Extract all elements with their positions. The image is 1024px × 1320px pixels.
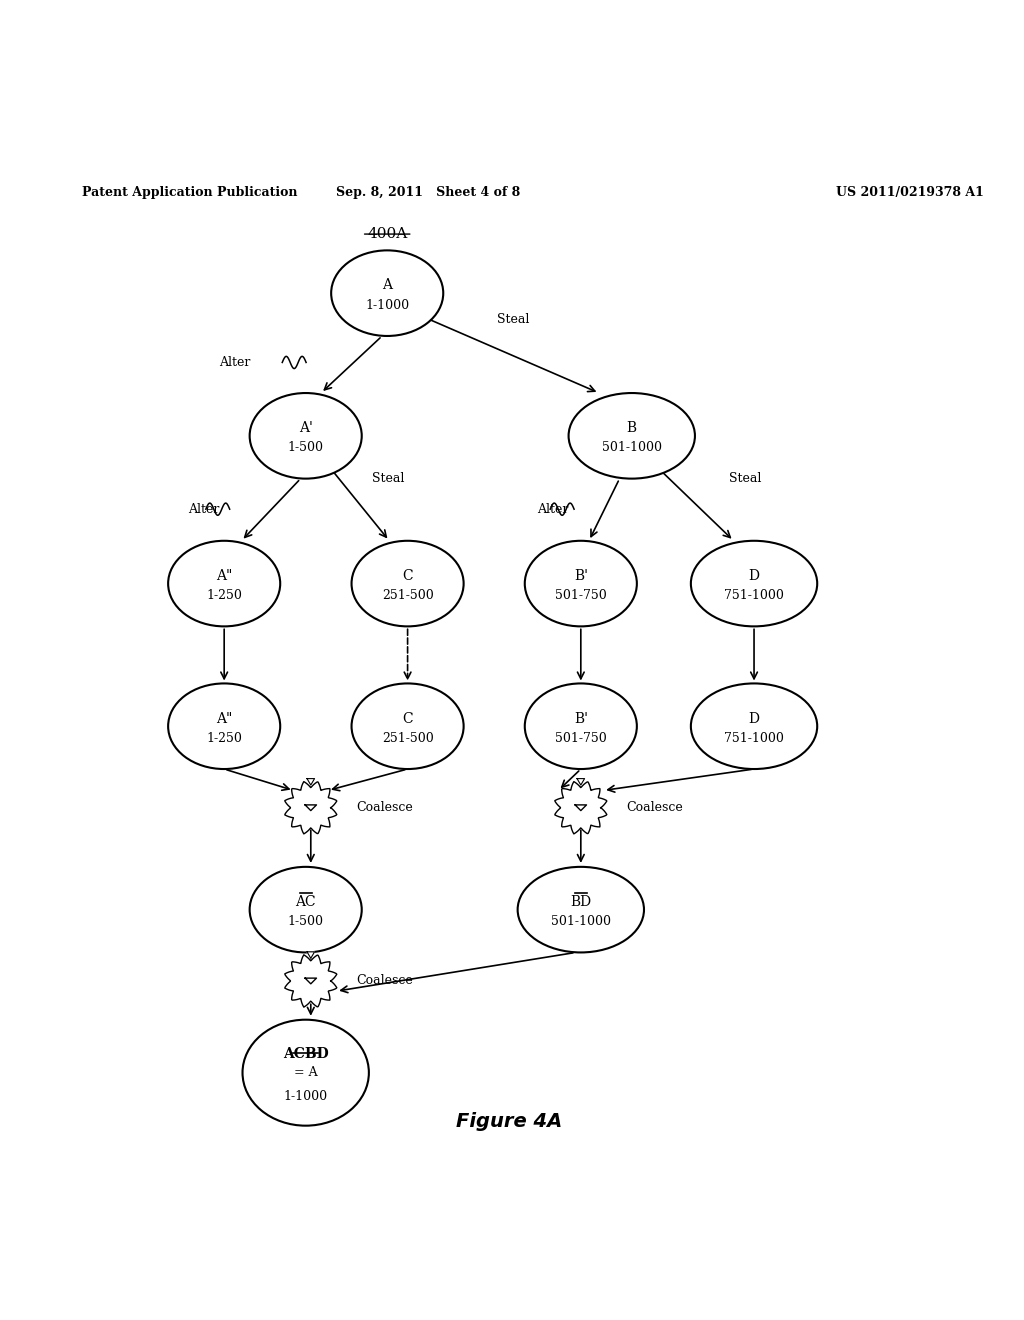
Text: Steal: Steal [728, 471, 761, 484]
Ellipse shape [524, 684, 637, 770]
Ellipse shape [524, 541, 637, 627]
Polygon shape [307, 952, 314, 958]
Text: Sep. 8, 2011   Sheet 4 of 8: Sep. 8, 2011 Sheet 4 of 8 [336, 186, 520, 199]
Text: 751-1000: 751-1000 [724, 731, 784, 744]
Ellipse shape [518, 867, 644, 953]
Text: A': A' [299, 421, 312, 436]
Text: C: C [402, 569, 413, 583]
Text: A": A" [216, 711, 232, 726]
Text: D: D [749, 711, 760, 726]
Polygon shape [578, 779, 585, 785]
Ellipse shape [243, 1019, 369, 1126]
Text: ACBD: ACBD [283, 1047, 329, 1061]
Text: Alter: Alter [537, 503, 568, 516]
Text: 501-1000: 501-1000 [602, 441, 662, 454]
Text: B': B' [573, 711, 588, 726]
Text: 1-1000: 1-1000 [284, 1090, 328, 1104]
Text: B': B' [573, 569, 588, 583]
Text: B: B [627, 421, 637, 436]
Polygon shape [285, 954, 337, 1007]
Text: = A: = A [294, 1067, 317, 1080]
Ellipse shape [250, 393, 361, 479]
Ellipse shape [351, 684, 464, 770]
Text: 1-250: 1-250 [206, 589, 242, 602]
Text: BD: BD [570, 895, 592, 909]
Polygon shape [285, 781, 337, 834]
Ellipse shape [351, 541, 464, 627]
Text: 1-500: 1-500 [288, 441, 324, 454]
Text: C: C [402, 711, 413, 726]
Polygon shape [575, 805, 587, 810]
Text: D: D [749, 569, 760, 583]
Ellipse shape [691, 541, 817, 627]
Text: 251-500: 251-500 [382, 589, 433, 602]
Text: AC: AC [295, 895, 316, 909]
Text: 501-750: 501-750 [555, 731, 606, 744]
Text: 501-1000: 501-1000 [551, 915, 610, 928]
Text: 1-1000: 1-1000 [366, 298, 410, 312]
Text: Coalesce: Coalesce [356, 974, 414, 987]
Polygon shape [555, 781, 607, 834]
Ellipse shape [691, 684, 817, 770]
Polygon shape [307, 779, 314, 785]
Text: A": A" [216, 569, 232, 583]
Text: 751-1000: 751-1000 [724, 589, 784, 602]
Text: Alter: Alter [219, 356, 251, 370]
Text: Coalesce: Coalesce [627, 801, 683, 814]
Text: 400A: 400A [367, 227, 408, 242]
Text: Patent Application Publication: Patent Application Publication [82, 186, 297, 199]
Text: A: A [382, 279, 392, 293]
Text: Figure 4A: Figure 4A [457, 1111, 562, 1131]
Text: Steal: Steal [372, 471, 404, 484]
Text: 1-500: 1-500 [288, 915, 324, 928]
Polygon shape [305, 978, 316, 983]
Text: Alter: Alter [188, 503, 220, 516]
Ellipse shape [568, 393, 695, 479]
Ellipse shape [331, 251, 443, 337]
Ellipse shape [168, 541, 281, 627]
Text: 1-250: 1-250 [206, 731, 242, 744]
Ellipse shape [168, 684, 281, 770]
Text: 251-500: 251-500 [382, 731, 433, 744]
Text: Coalesce: Coalesce [356, 801, 414, 814]
Text: 501-750: 501-750 [555, 589, 606, 602]
Ellipse shape [250, 867, 361, 953]
Text: US 2011/0219378 A1: US 2011/0219378 A1 [836, 186, 983, 199]
Text: Steal: Steal [498, 313, 529, 326]
Polygon shape [305, 805, 316, 810]
